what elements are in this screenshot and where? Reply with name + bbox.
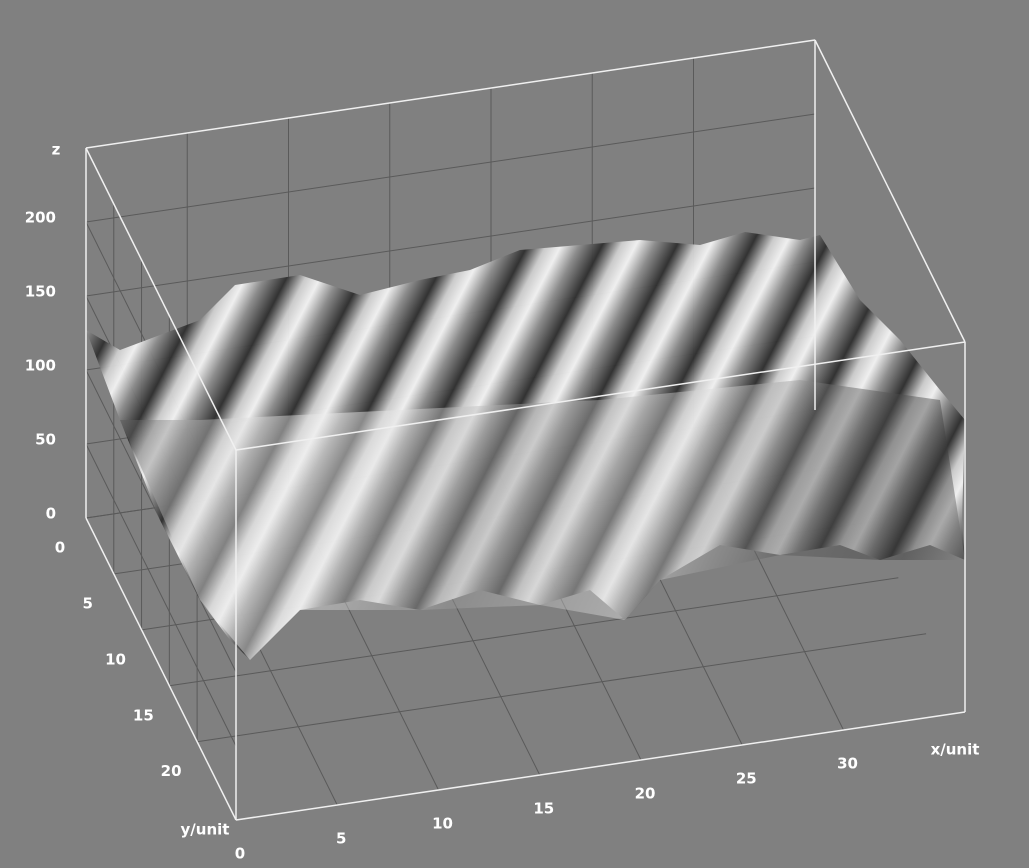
z-tick-label: 0 (46, 505, 56, 523)
y-axis-label: y/unit (181, 821, 230, 839)
x-tick-label: 15 (533, 800, 554, 818)
x-tick-label: 20 (635, 785, 656, 803)
y-tick-label: 15 (133, 706, 154, 724)
grid-line (197, 634, 926, 742)
z-tick-label: 100 (25, 357, 56, 375)
box-edge (86, 40, 815, 148)
x-tick-label: 0 (235, 845, 245, 863)
y-tick-label: 5 (83, 594, 93, 612)
surface (86, 232, 965, 660)
x-tick-label: 10 (432, 815, 453, 833)
x-tick-label: 30 (837, 755, 858, 773)
y-tick-label: 0 (55, 539, 65, 557)
chart: y/unit x/unit z 051015202530051015200501… (0, 0, 1029, 868)
z-tick-label: 50 (35, 431, 56, 449)
z-tick-label: 150 (25, 283, 56, 301)
surface-shading (120, 380, 965, 660)
z-axis-label: z (52, 141, 61, 159)
z-tick-label: 200 (25, 209, 56, 227)
x-tick-label: 25 (736, 770, 757, 788)
x-tick-label: 5 (336, 830, 346, 848)
y-tick-label: 10 (105, 650, 126, 668)
y-tick-label: 20 (161, 762, 182, 780)
grid-line (86, 114, 815, 222)
x-axis-label: x/unit (931, 741, 980, 759)
